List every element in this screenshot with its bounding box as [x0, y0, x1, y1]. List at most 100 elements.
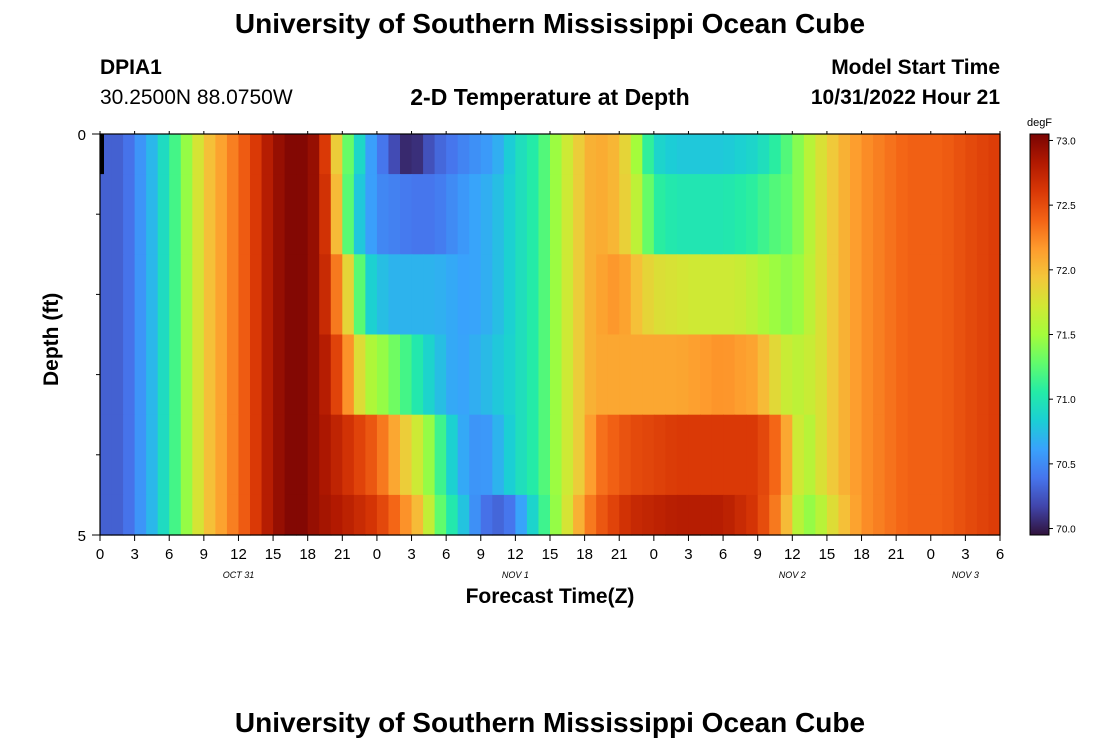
heatmap-cell	[250, 254, 263, 336]
heatmap-cell	[850, 134, 863, 175]
heatmap-cell	[653, 174, 666, 255]
heatmap-cell	[907, 414, 920, 496]
heatmap-cell	[100, 174, 113, 255]
heatmap-cell	[250, 414, 263, 496]
heatmap-cell	[123, 174, 136, 255]
heatmap-cell	[480, 174, 493, 255]
heatmap-cell	[469, 134, 482, 175]
heatmap-cell	[123, 414, 136, 496]
x-tick-label: 9	[754, 546, 762, 563]
heatmap-cell	[930, 174, 943, 255]
heatmap-cell	[376, 334, 390, 416]
heatmap-cell	[400, 174, 413, 255]
heatmap-cell	[700, 174, 713, 255]
heatmap-cell	[284, 134, 297, 175]
y-tick-label: 0	[78, 127, 86, 144]
heatmap-cell	[653, 254, 666, 336]
heatmap-cell	[803, 334, 816, 416]
heatmap-cell	[596, 334, 609, 416]
surface-marker	[100, 134, 104, 175]
heatmap-cell	[446, 134, 459, 175]
heatmap-cell	[180, 254, 193, 336]
heatmap-cell	[215, 134, 228, 175]
heatmap-cell	[676, 254, 690, 336]
x-tick-label: 3	[684, 546, 692, 563]
x-tick-label: 3	[130, 546, 138, 563]
heatmap-cell	[792, 334, 805, 416]
heatmap-cell	[503, 334, 516, 416]
x-tick-label: 18	[576, 546, 593, 563]
heatmap-cell	[365, 134, 378, 175]
heatmap-cell	[215, 414, 228, 496]
heatmap-cell	[503, 174, 516, 255]
heatmap-cell	[815, 414, 828, 496]
heatmap-cell	[561, 334, 574, 416]
heatmap-cell	[769, 494, 782, 536]
heatmap-cell	[584, 174, 597, 255]
heatmap-cell	[561, 174, 574, 255]
heatmap-cell	[884, 414, 897, 496]
colorbar-tick-label: 70.5	[1056, 460, 1076, 471]
heatmap-cell	[307, 174, 320, 255]
heatmap-cell	[826, 174, 840, 255]
heatmap-cell	[111, 334, 124, 416]
date-label: OCT 31	[223, 570, 255, 580]
heatmap-cell	[469, 174, 482, 255]
heatmap-cell	[838, 134, 851, 175]
heatmap-cell	[353, 494, 366, 536]
x-tick-label: 18	[299, 546, 316, 563]
heatmap-cell	[423, 414, 436, 496]
heatmap-cell	[757, 134, 770, 175]
colorbar-tick-label: 73.0	[1056, 136, 1076, 147]
heatmap-cell	[942, 134, 955, 175]
heatmap-cell	[550, 174, 563, 255]
heatmap-cell	[792, 414, 805, 496]
heatmap-cell	[457, 174, 470, 255]
heatmap-cell	[123, 254, 136, 336]
x-tick-label: 12	[230, 546, 247, 563]
heatmap-cell	[215, 254, 228, 336]
heatmap-cell	[538, 254, 551, 336]
heatmap-cell	[146, 134, 159, 175]
heatmap-cell	[953, 174, 966, 255]
heatmap-cell	[665, 174, 678, 255]
heatmap-cell	[238, 174, 251, 255]
heatmap-cell	[169, 334, 182, 416]
heatmap-cell	[861, 174, 874, 255]
heatmap-cell	[873, 254, 886, 336]
heatmap-cell	[492, 414, 505, 496]
heatmap-cell	[642, 334, 655, 416]
heatmap-cell	[826, 494, 840, 536]
heatmap-cell	[607, 134, 620, 175]
heatmap-cell	[157, 134, 170, 175]
heatmap-cell	[930, 414, 943, 496]
heatmap-cell	[561, 254, 574, 336]
heatmap-cell	[400, 334, 413, 416]
heatmap-cell	[596, 414, 609, 496]
heatmap-cell	[296, 254, 309, 336]
heatmap-cell	[365, 254, 378, 336]
heatmap-cell	[388, 134, 401, 175]
heatmap-cell	[930, 334, 943, 416]
x-tick-label: 0	[650, 546, 658, 563]
heatmap-cell	[896, 254, 909, 336]
heatmap-cell	[630, 494, 643, 536]
heatmap-cell	[896, 134, 909, 175]
heatmap-cell	[711, 254, 724, 336]
heatmap-cell	[838, 254, 851, 336]
heatmap-cell	[769, 134, 782, 175]
heatmap-cell	[111, 414, 124, 496]
heatmap-cell	[826, 414, 840, 496]
heatmap-cell	[446, 414, 459, 496]
heatmap-cell	[284, 174, 297, 255]
heatmap-cell	[238, 414, 251, 496]
heatmap-cell	[446, 334, 459, 416]
heatmap-cell	[157, 494, 170, 536]
heatmap-cell	[400, 254, 413, 336]
heatmap-cell	[423, 254, 436, 336]
heatmap-cell	[215, 174, 228, 255]
heatmap-cell	[284, 494, 297, 536]
heatmap-cell	[446, 174, 459, 255]
heatmap-cell	[919, 494, 932, 536]
heatmap-cell	[111, 254, 124, 336]
